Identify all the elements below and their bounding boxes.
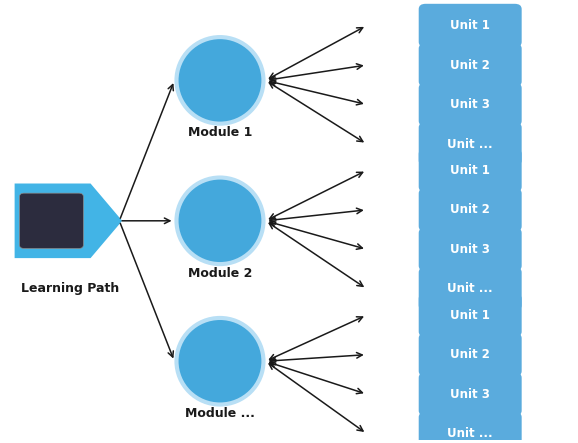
Ellipse shape bbox=[179, 179, 261, 262]
FancyBboxPatch shape bbox=[418, 122, 522, 166]
Text: Module 1: Module 1 bbox=[188, 126, 252, 140]
Text: Unit ...: Unit ... bbox=[447, 137, 493, 151]
Text: Unit ...: Unit ... bbox=[447, 282, 493, 295]
Text: Unit 3: Unit 3 bbox=[450, 98, 490, 111]
Ellipse shape bbox=[179, 320, 261, 402]
FancyBboxPatch shape bbox=[418, 228, 522, 271]
Text: Unit 2: Unit 2 bbox=[450, 348, 490, 361]
Text: Unit 2: Unit 2 bbox=[450, 58, 490, 71]
Text: Unit 1: Unit 1 bbox=[450, 309, 490, 322]
Text: Module ...: Module ... bbox=[185, 407, 255, 420]
FancyBboxPatch shape bbox=[418, 412, 522, 443]
FancyBboxPatch shape bbox=[418, 83, 522, 126]
Text: Unit ...: Unit ... bbox=[447, 427, 493, 440]
FancyBboxPatch shape bbox=[418, 148, 522, 192]
Text: Unit 1: Unit 1 bbox=[450, 164, 490, 177]
Ellipse shape bbox=[175, 175, 265, 266]
Text: Unit 3: Unit 3 bbox=[450, 243, 490, 256]
Text: Learning Path: Learning Path bbox=[21, 282, 120, 295]
FancyBboxPatch shape bbox=[418, 43, 522, 87]
Text: Unit 2: Unit 2 bbox=[450, 203, 490, 216]
FancyBboxPatch shape bbox=[418, 293, 522, 337]
Text: Unit 1: Unit 1 bbox=[450, 19, 490, 32]
FancyBboxPatch shape bbox=[418, 188, 522, 232]
FancyBboxPatch shape bbox=[20, 193, 83, 249]
Ellipse shape bbox=[175, 35, 265, 126]
Text: Module 2: Module 2 bbox=[188, 267, 252, 280]
Ellipse shape bbox=[179, 39, 261, 122]
FancyBboxPatch shape bbox=[418, 333, 522, 377]
FancyBboxPatch shape bbox=[418, 373, 522, 416]
FancyBboxPatch shape bbox=[418, 4, 522, 47]
Text: Unit 3: Unit 3 bbox=[450, 388, 490, 400]
Ellipse shape bbox=[175, 316, 265, 407]
Polygon shape bbox=[14, 183, 122, 258]
FancyBboxPatch shape bbox=[418, 267, 522, 311]
